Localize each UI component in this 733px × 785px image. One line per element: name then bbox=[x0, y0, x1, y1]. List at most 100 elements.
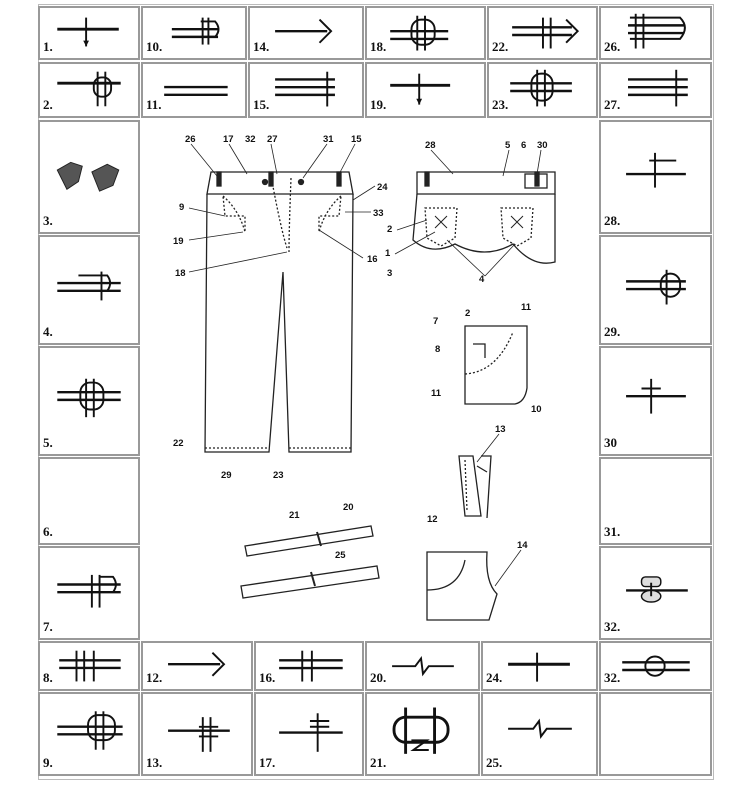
callout-14: 14 bbox=[517, 540, 528, 551]
symbol-number: 26. bbox=[604, 39, 621, 54]
symbol-cell-empty bbox=[599, 692, 712, 776]
jeans-back-view bbox=[412, 171, 556, 264]
symbol-number: 4. bbox=[43, 324, 53, 339]
symbol-cell-15: 15. bbox=[248, 62, 364, 118]
symbol-cell-26: 26. bbox=[599, 6, 712, 60]
symbol-cell-1: 1. bbox=[38, 6, 140, 60]
symbol-number: 21. bbox=[370, 755, 387, 770]
symbol-cell-4: 4. bbox=[38, 235, 140, 345]
symbol-cell-18: 18. bbox=[365, 6, 486, 60]
symbol-cell-13: 13. bbox=[141, 692, 253, 776]
callout-33: 33 bbox=[373, 208, 384, 219]
pocket-corner-detail bbox=[464, 325, 528, 405]
callout-9: 9 bbox=[179, 202, 184, 213]
symbol-number: 32. bbox=[604, 619, 621, 634]
callout-2: 2 bbox=[387, 224, 392, 235]
symbol-number: 2. bbox=[43, 97, 53, 112]
symbol-number: 18. bbox=[370, 39, 387, 54]
symbol-number: 22. bbox=[492, 39, 509, 54]
jeans-front-view bbox=[204, 171, 354, 453]
callout-11-bottom: 11 bbox=[431, 388, 442, 399]
symbol-number: 8. bbox=[43, 670, 53, 685]
symbol-number: 17. bbox=[259, 755, 276, 770]
symbol-cell-11: 11. bbox=[141, 62, 247, 118]
symbol-number: 12. bbox=[146, 670, 163, 685]
callout-4: 4 bbox=[479, 274, 485, 285]
symbol-cell-2: 2. bbox=[38, 62, 140, 118]
symbol-cell-31: 31. bbox=[599, 457, 712, 545]
callout-30: 30 bbox=[537, 140, 548, 151]
callout-18: 18 bbox=[175, 268, 186, 279]
symbol-cell-20: 20. bbox=[365, 641, 480, 691]
symbol-cell-24: 24. bbox=[481, 641, 598, 691]
callout-29: 29 bbox=[221, 470, 232, 481]
callout-1: 1 bbox=[385, 248, 391, 259]
symbol-cell-23: 23. bbox=[487, 62, 598, 118]
symbol-cell-21: 21. bbox=[365, 692, 480, 776]
callout-16: 16 bbox=[367, 254, 378, 265]
symbol-cell-5: 5. bbox=[38, 346, 140, 456]
symbol-number: 9. bbox=[43, 755, 53, 770]
symbol-cell-32-snap: 32. bbox=[599, 641, 712, 691]
symbol-cell-8: 8. bbox=[38, 641, 140, 691]
symbol-number: 25. bbox=[486, 755, 503, 770]
symbol-cell-25: 25. bbox=[481, 692, 598, 776]
symbol-number: 29. bbox=[604, 324, 621, 339]
callout-24: 24 bbox=[377, 182, 388, 193]
callout-13: 13 bbox=[495, 424, 506, 435]
symbol-number: 24. bbox=[486, 670, 503, 685]
symbol-number: 30 bbox=[604, 435, 617, 450]
symbol-number: 5. bbox=[43, 435, 53, 450]
callout-31: 31 bbox=[323, 134, 334, 145]
callout-22: 22 bbox=[173, 438, 184, 449]
symbol-number: 1. bbox=[43, 39, 53, 54]
callout-32: 32 bbox=[245, 134, 256, 145]
symbol-cell-9: 9. bbox=[38, 692, 140, 776]
symbol-cell-28: 28. bbox=[599, 120, 712, 234]
symbol-number: 27. bbox=[604, 97, 621, 112]
zipper-detail bbox=[458, 455, 492, 519]
callout-5: 5 bbox=[505, 140, 511, 151]
symbol-cell-7: 7. bbox=[38, 546, 140, 640]
symbol-number: 31. bbox=[604, 524, 621, 539]
symbol-number: 13. bbox=[146, 755, 163, 770]
hem-cut-detail bbox=[426, 551, 498, 621]
symbol-cell-22: 22. bbox=[487, 6, 598, 60]
callout-7: 7 bbox=[433, 316, 438, 327]
callout-20: 20 bbox=[343, 502, 354, 513]
callout-15: 15 bbox=[351, 134, 362, 145]
callout-3: 3 bbox=[387, 268, 392, 279]
callout-10: 10 bbox=[531, 404, 542, 415]
callout-23: 23 bbox=[273, 470, 284, 481]
callout-19: 19 bbox=[173, 236, 184, 247]
symbol-number: 14. bbox=[253, 39, 270, 54]
symbol-number: 3. bbox=[43, 213, 53, 228]
symbol-cell-17: 17. bbox=[254, 692, 364, 776]
symbol-cell-19: 19. bbox=[365, 62, 486, 118]
jeans-construction-diagram: 26 17 32 27 31 15 24 33 9 19 16 18 22 29… bbox=[141, 120, 597, 640]
symbol-cell-12: 12. bbox=[141, 641, 253, 691]
symbol-cell-14: 14. bbox=[248, 6, 364, 60]
symbol-number: 10. bbox=[146, 39, 163, 54]
callout-6: 6 bbox=[521, 140, 526, 151]
callout-25: 25 bbox=[335, 550, 346, 561]
callout-2-pocket: 2 bbox=[465, 308, 470, 319]
callout-26: 26 bbox=[185, 134, 196, 145]
symbol-number: 19. bbox=[370, 97, 387, 112]
symbol-cell-6: 6. bbox=[38, 457, 140, 545]
symbol-number: 20. bbox=[370, 670, 387, 685]
symbol-number: 16. bbox=[259, 670, 276, 685]
symbol-cell-16: 16. bbox=[254, 641, 364, 691]
callout-8: 8 bbox=[435, 344, 440, 355]
symbol-number: 32. bbox=[604, 670, 621, 685]
symbol-cell-3: 3. bbox=[38, 120, 140, 234]
callout-21: 21 bbox=[289, 510, 300, 521]
symbol-number: 6. bbox=[43, 524, 53, 539]
callout-12: 12 bbox=[427, 514, 438, 525]
symbol-number: 7. bbox=[43, 619, 53, 634]
symbol-cell-27: 27. bbox=[599, 62, 712, 118]
symbol-number: 23. bbox=[492, 97, 509, 112]
symbol-cell-29: 29. bbox=[599, 235, 712, 345]
symbol-cell-30: 30 bbox=[599, 346, 712, 456]
symbol-number: 15. bbox=[253, 97, 270, 112]
